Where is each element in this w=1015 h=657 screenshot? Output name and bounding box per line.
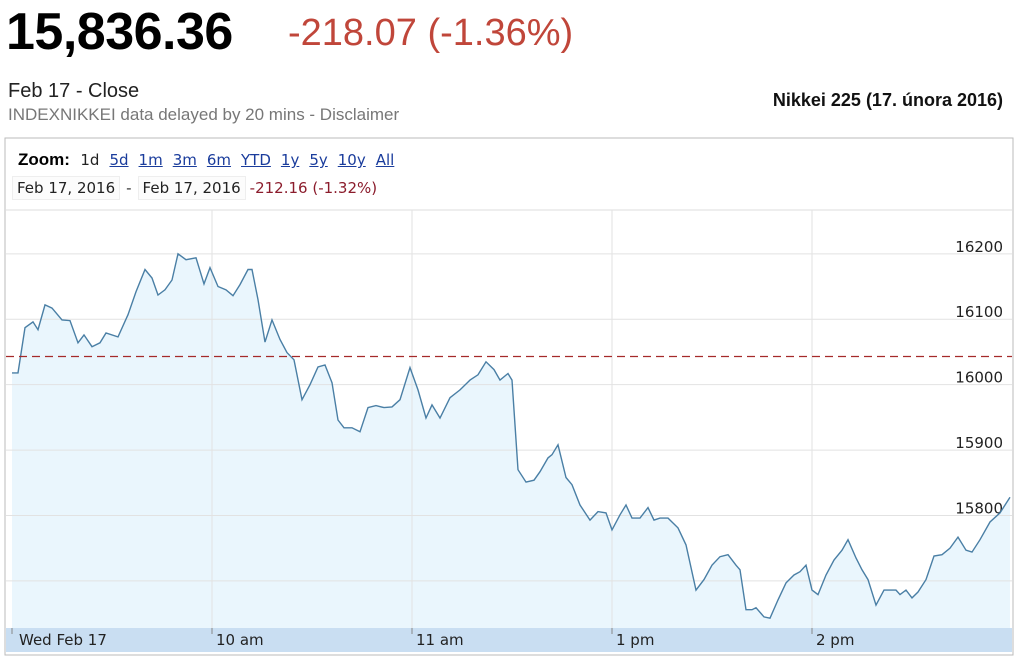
zoom-option[interactable]: 3m (172, 151, 197, 169)
price: 15,836.36 (6, 3, 233, 61)
x-tick-label: 10 am (216, 631, 264, 649)
zoom-option[interactable]: 5d (109, 151, 129, 169)
y-tick-label: 16100 (955, 303, 1003, 321)
zoom-bar: Zoom: 1d 5d 1m 3m 6m YTD 1y 5y 10y All (18, 150, 404, 170)
range-change: -212.16 (-1.32%) (249, 179, 378, 197)
zoom-option[interactable]: 10y (337, 151, 366, 169)
y-tick-label: 16000 (955, 369, 1003, 387)
zoom-option[interactable]: 1d (80, 151, 100, 169)
price-line (12, 252, 1011, 620)
price-change: -218.07 (-1.36%) (288, 12, 574, 54)
x-tick-label: Wed Feb 17 (19, 631, 107, 649)
x-tick-label: 1 pm (616, 631, 654, 649)
area-fill (12, 253, 1010, 629)
y-tick-label: 16200 (955, 238, 1003, 256)
zoom-option[interactable]: All (375, 151, 395, 169)
x-axis-band (6, 628, 1012, 652)
y-tick-label: 15900 (955, 434, 1003, 452)
date-range: Feb 17, 2016- Feb 17, 2016 -212.16 (-1.32%… (12, 176, 381, 200)
data-note: INDEXNIKKEI data delayed by 20 mins - Di… (8, 105, 400, 124)
zoom-option[interactable]: 1m (138, 151, 163, 169)
zoom-label: Zoom: (18, 150, 70, 169)
subtitle: Feb 17 - Close (8, 80, 140, 102)
zoom-option[interactable]: 1y (280, 151, 300, 169)
x-tick-label: 2 pm (816, 631, 854, 649)
chart-title: Nikkei 225 (17. února 2016) (772, 90, 1003, 110)
x-tick-label: 11 am (416, 631, 464, 649)
y-tick-label: 15800 (955, 499, 1003, 517)
range-separator: - (126, 179, 132, 197)
range-to[interactable]: Feb 17, 2016 (137, 176, 246, 200)
zoom-option[interactable]: YTD (241, 151, 271, 169)
zoom-option[interactable]: 6m (206, 151, 232, 169)
zoom-option[interactable]: 5y (309, 151, 328, 169)
range-from[interactable]: Feb 17, 2016 (12, 176, 121, 200)
